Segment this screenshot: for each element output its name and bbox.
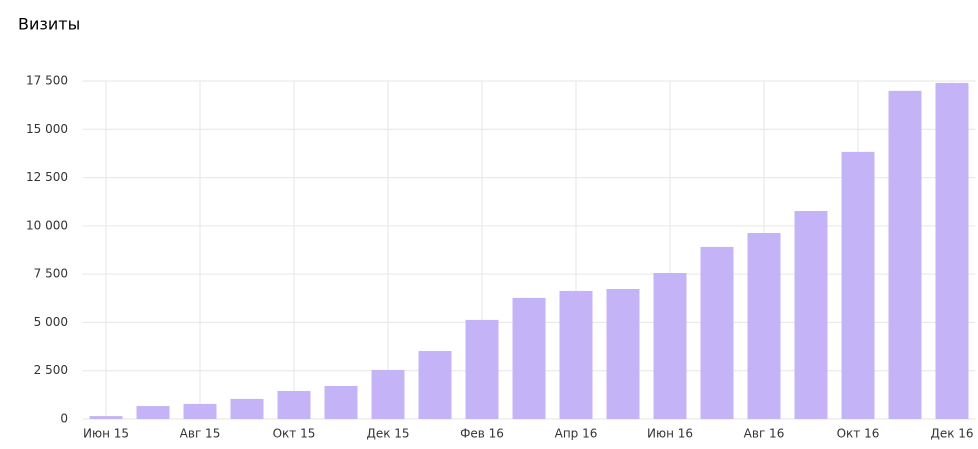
- x-tick-label: Фев 16: [460, 427, 504, 441]
- y-tick-label: 10 000: [26, 218, 68, 232]
- bar: [841, 151, 875, 419]
- bar: [371, 369, 405, 419]
- bar: [277, 390, 311, 419]
- x-tick-label: Авг 16: [744, 427, 785, 441]
- bar: [606, 289, 640, 419]
- bar: [559, 290, 593, 419]
- bar: [888, 90, 922, 420]
- bar: [653, 272, 687, 419]
- y-tick-label: 5 000: [34, 315, 68, 329]
- x-tick-label: Апр 16: [555, 427, 598, 441]
- x-tick-label: Дек 16: [930, 427, 973, 441]
- bar: [747, 233, 781, 419]
- x-tick-label: Авг 15: [180, 427, 221, 441]
- y-tick-label: 7 500: [34, 267, 68, 281]
- x-tick-label: Окт 16: [837, 427, 880, 441]
- bar: [794, 210, 828, 419]
- x-tick-label: Окт 15: [273, 427, 316, 441]
- bar: [465, 319, 499, 419]
- chart-title: Визиты: [18, 15, 80, 34]
- y-tick-label: 15 000: [26, 122, 68, 136]
- y-tick-label: 0: [60, 412, 68, 426]
- bar: [935, 82, 969, 419]
- x-tick-label: Дек 15: [366, 427, 409, 441]
- bar: [512, 297, 546, 419]
- x-tick-label: Июн 16: [647, 427, 693, 441]
- bar: [418, 351, 452, 419]
- bar: [136, 406, 170, 419]
- y-tick-label: 12 500: [26, 170, 68, 184]
- bar: [183, 403, 217, 419]
- y-tick-label: 2 500: [34, 363, 68, 377]
- x-tick-label: Июн 15: [83, 427, 129, 441]
- bar: [89, 416, 123, 419]
- bar: [700, 246, 734, 419]
- bar: [324, 385, 358, 419]
- bar: [230, 398, 264, 419]
- y-tick-label: 17 500: [26, 74, 68, 88]
